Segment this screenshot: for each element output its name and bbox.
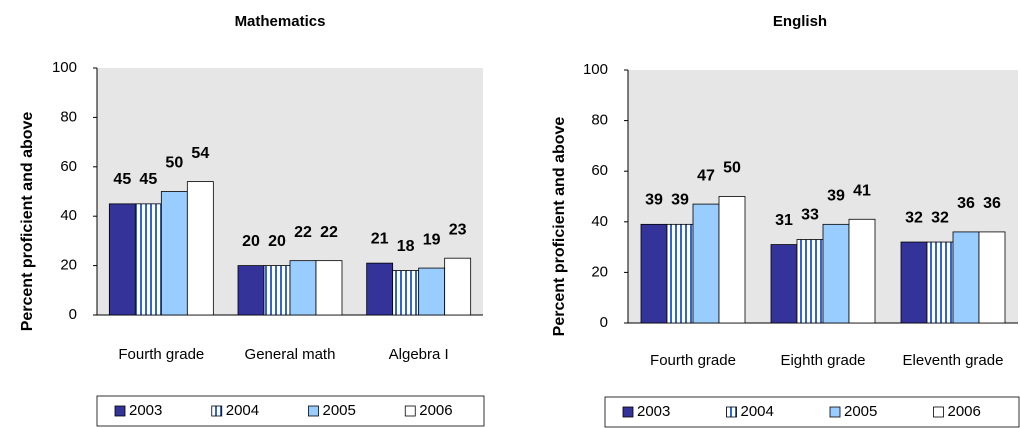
- bar: [160, 191, 188, 316]
- legend-label: 2006: [948, 403, 981, 420]
- y-tick-label: 20: [60, 257, 77, 274]
- chart-title: English: [773, 13, 827, 30]
- legend-label: 2003: [129, 402, 162, 419]
- y-tick-label: 100: [52, 59, 77, 76]
- legend-label: 2005: [323, 402, 356, 419]
- x-tick-label: Fourth grade: [118, 346, 204, 363]
- legend-box: [96, 395, 485, 427]
- bar: [926, 241, 954, 324]
- y-tick-label: 60: [60, 158, 77, 175]
- value-label: 20: [242, 233, 260, 250]
- value-label: 20: [268, 233, 286, 250]
- bar: [392, 270, 420, 316]
- bar: [796, 239, 824, 324]
- legend-swatch: [404, 405, 416, 417]
- bar: [186, 181, 214, 316]
- y-tick-label: 0: [600, 314, 608, 331]
- value-label: 45: [139, 171, 157, 188]
- y-tick-label: 40: [591, 213, 608, 230]
- bar: [134, 203, 162, 316]
- value-label: 22: [320, 224, 338, 241]
- bar: [289, 260, 317, 316]
- x-tick-label: Fourth grade: [650, 352, 736, 369]
- y-tick-label: 20: [591, 263, 608, 280]
- legend-label: 2005: [844, 403, 877, 420]
- bar: [666, 223, 694, 324]
- x-tick-label: Eleventh grade: [903, 352, 1004, 369]
- legend-label: 2004: [226, 402, 259, 419]
- bar: [444, 257, 472, 316]
- value-label: 39: [671, 192, 689, 209]
- y-tick-label: 80: [591, 112, 608, 129]
- legend-swatch: [726, 406, 737, 418]
- x-tick-label: Algebra I: [389, 346, 449, 363]
- bar: [952, 231, 980, 324]
- y-tick-label: 40: [60, 207, 77, 224]
- legend-swatch: [211, 405, 223, 417]
- legend-swatch: [829, 406, 841, 418]
- value-label: 22: [294, 224, 312, 241]
- bar: [315, 260, 343, 316]
- bar: [978, 231, 1006, 324]
- legend-box: [604, 396, 1020, 428]
- bar: [108, 203, 136, 316]
- value-label: 50: [165, 155, 183, 172]
- value-label: 50: [723, 160, 741, 177]
- bar: [848, 218, 876, 324]
- y-tick-label: 80: [60, 108, 77, 125]
- y-tick-label: 60: [591, 162, 608, 179]
- bar: [366, 262, 394, 316]
- chart-title: Mathematics: [235, 13, 326, 30]
- bar: [263, 265, 291, 316]
- y-axis-label: Percent proficient and above: [19, 112, 36, 332]
- bar: [640, 223, 668, 324]
- bar: [237, 265, 265, 316]
- legend-label: 2006: [419, 402, 452, 419]
- value-label: 47: [697, 167, 715, 184]
- value-label: 18: [397, 238, 415, 255]
- y-tick-label: 100: [583, 61, 608, 78]
- legend-label: 2004: [741, 403, 774, 420]
- value-label: 32: [931, 209, 949, 226]
- value-label: 33: [801, 207, 819, 224]
- legend-swatch: [933, 406, 944, 418]
- value-label: 39: [645, 192, 663, 209]
- value-label: 31: [775, 212, 793, 229]
- bar: [418, 267, 446, 316]
- bar: [718, 196, 746, 324]
- value-label: 23: [449, 221, 467, 238]
- value-label: 36: [957, 195, 975, 212]
- legend-swatch: [308, 405, 319, 417]
- bar: [770, 244, 798, 324]
- y-tick-label: 0: [69, 306, 77, 323]
- value-label: 21: [371, 230, 389, 247]
- value-label: 36: [983, 195, 1001, 212]
- value-label: 41: [853, 182, 871, 199]
- x-tick-label: General math: [245, 346, 336, 363]
- value-label: 32: [905, 209, 923, 226]
- legend-label: 2003: [637, 403, 670, 420]
- y-axis-label: Percent proficient and above: [551, 117, 568, 337]
- legend-swatch: [622, 406, 634, 418]
- bar: [822, 223, 850, 324]
- value-label: 45: [113, 171, 131, 188]
- value-label: 19: [423, 231, 441, 248]
- bar: [900, 241, 928, 324]
- legend-swatch: [114, 405, 126, 417]
- value-label: 54: [191, 145, 209, 162]
- bar: [692, 203, 720, 324]
- value-label: 39: [827, 188, 845, 205]
- x-tick-label: Eighth grade: [780, 352, 865, 369]
